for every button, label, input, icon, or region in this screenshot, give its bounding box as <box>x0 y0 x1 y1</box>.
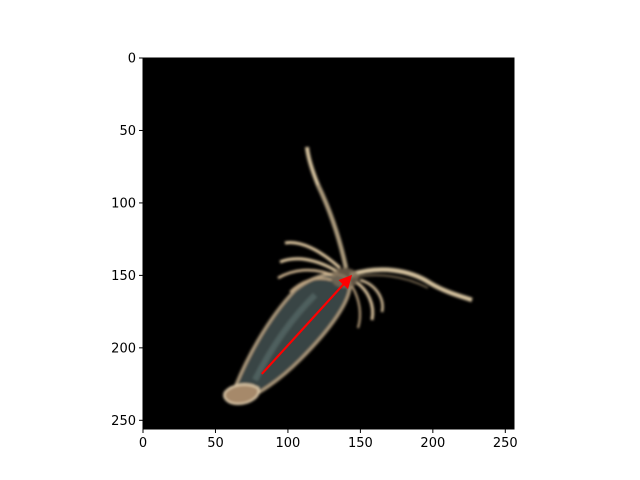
y-tick-label: 250 <box>111 414 136 429</box>
y-tick-label: 100 <box>111 196 136 211</box>
axes-frame <box>142 57 515 430</box>
annotation-arrow <box>261 274 353 375</box>
x-tick-label: 50 <box>207 436 224 451</box>
x-axis: 0 50 100 150 200 250 <box>139 429 518 451</box>
y-tick-label: 150 <box>111 269 136 284</box>
x-tick-label: 0 <box>139 436 147 451</box>
y-tick-label: 0 <box>128 52 136 67</box>
y-axis: 0 50 100 150 200 250 <box>111 52 143 429</box>
y-tick-label: 50 <box>119 124 136 139</box>
specimen-image <box>223 146 473 406</box>
x-tick-label: 200 <box>420 436 445 451</box>
x-tick-label: 150 <box>348 436 373 451</box>
x-tick-label: 250 <box>493 436 518 451</box>
image-background <box>143 58 514 429</box>
x-tick-label: 100 <box>276 436 301 451</box>
y-tick-label: 200 <box>111 341 136 356</box>
